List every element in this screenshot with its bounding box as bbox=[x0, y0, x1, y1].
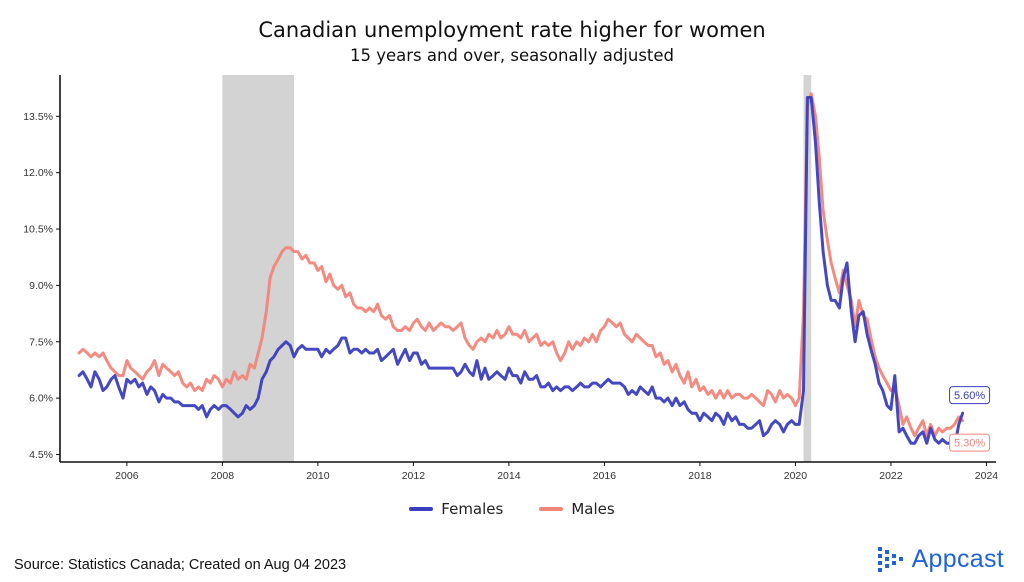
x-tick-label: 2010 bbox=[306, 470, 330, 482]
recession-band-1 bbox=[803, 75, 812, 462]
end-labels: 5.60% 5.30% bbox=[949, 386, 991, 452]
legend-item-males: Males bbox=[539, 500, 615, 518]
legend: Females Males bbox=[0, 500, 1024, 518]
chart-subtitle: 15 years and over, seasonally adjusted bbox=[349, 46, 675, 65]
recession-bands bbox=[222, 75, 812, 462]
x-tick-label: 2016 bbox=[593, 470, 617, 482]
legend-label-males: Males bbox=[571, 500, 615, 518]
x-tick-label: 2012 bbox=[402, 470, 426, 482]
end-label-box bbox=[949, 433, 991, 452]
recession-band-0 bbox=[222, 75, 294, 462]
end-label-females: 5.60% bbox=[949, 386, 991, 405]
series-lines bbox=[77, 92, 965, 449]
x-tick-label: 2006 bbox=[115, 470, 139, 482]
x-tick-label: 2014 bbox=[497, 470, 521, 482]
end-label-text: 5.30% bbox=[954, 438, 985, 450]
end-label-box bbox=[949, 386, 991, 405]
x-tick-label: 2022 bbox=[879, 470, 903, 482]
legend-label-females: Females bbox=[441, 500, 504, 518]
end-label-males: 5.30% bbox=[949, 433, 991, 452]
source-note: Source: Statistics Canada; Created on Au… bbox=[14, 557, 347, 573]
legend-swatch-females bbox=[409, 507, 434, 511]
x-tick-label: 2008 bbox=[211, 470, 235, 482]
end-label-text: 5.60% bbox=[954, 390, 985, 402]
legend-item-females: Females bbox=[409, 500, 503, 518]
axes: 4.5% 6.0% 7.5% 9.0% 10.5% 12.0% 13.5% 2006 2008 2… bbox=[23, 75, 998, 482]
legend-swatch-males bbox=[539, 507, 564, 511]
appcast-dots-icon bbox=[877, 547, 903, 572]
x-tick-label: 2018 bbox=[688, 470, 712, 482]
brand-logo: Appcast bbox=[876, 544, 1004, 574]
y-tick-label: 6.0% bbox=[29, 393, 53, 405]
chart-title: Canadian unemployment rate higher for wo… bbox=[258, 18, 766, 42]
y-tick-label: 7.5% bbox=[29, 336, 53, 348]
x-tick-label: 2024 bbox=[975, 470, 999, 482]
y-tick-label: 13.5% bbox=[23, 111, 53, 123]
y-tick-label: 10.5% bbox=[23, 224, 53, 236]
series-line-males bbox=[77, 92, 965, 438]
brand-name: Appcast bbox=[911, 544, 1004, 573]
y-tick-label: 9.0% bbox=[29, 280, 53, 292]
series-line-females bbox=[77, 96, 965, 449]
line-chart: 4.5% 6.0% 7.5% 9.0% 10.5% 12.0% 13.5% 2006 2008 2… bbox=[23, 75, 998, 482]
x-tick-label: 2020 bbox=[784, 470, 808, 482]
y-tick-label: 4.5% bbox=[29, 449, 53, 461]
y-tick-label: 12.0% bbox=[23, 167, 53, 179]
